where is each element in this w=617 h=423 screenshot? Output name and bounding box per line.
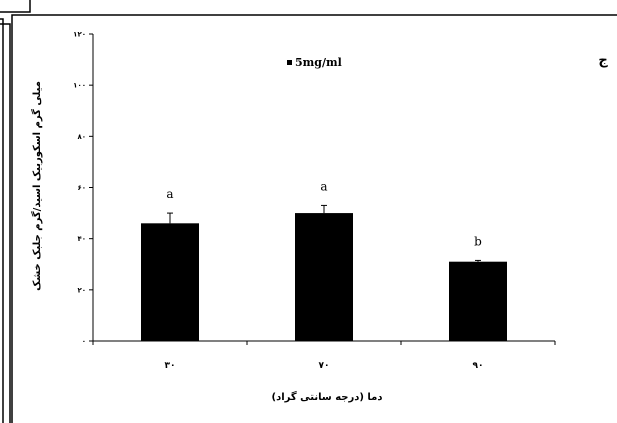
- significance-letter: a: [320, 179, 327, 193]
- x-ticks: ۳۰ ۷۰ ۹۰: [92, 341, 556, 371]
- bar: [449, 261, 507, 341]
- y-tick-label: ۴۰: [77, 235, 86, 243]
- y-ticks: ۰ ۲۰ ۴۰ ۶۰ ۸۰ ۱۰۰ ۱۲۰: [73, 31, 93, 346]
- bar: [295, 213, 353, 341]
- significance-letter: b: [474, 234, 482, 248]
- y-tick-label: ۰: [82, 338, 86, 346]
- top-left-frame-line: [0, 0, 31, 13]
- x-tick-label: ۷۰: [319, 361, 330, 371]
- left-frame-outer: [0, 18, 4, 423]
- significance-letter: a: [166, 187, 173, 201]
- y-tick-label: ۱۲۰: [73, 31, 86, 39]
- y-tick-label: ۶۰: [77, 184, 86, 192]
- y-tick-label: ۸۰: [77, 133, 86, 141]
- y-axis-label: میلی گرم اسکوربیک اسید/گرم جلبک خشک: [30, 81, 43, 291]
- y-tick-label: ۱۰۰: [73, 82, 86, 90]
- chart-frame: [11, 14, 617, 423]
- legend-label: 5mg/ml: [295, 56, 342, 69]
- legend-swatch: [287, 60, 292, 65]
- bars: [141, 213, 507, 341]
- x-axis-label: دما (درجه سانتی گراد): [272, 390, 383, 403]
- significance-letters: a a b: [166, 179, 482, 248]
- x-tick-label: ۳۰: [165, 361, 176, 371]
- left-frame-inner: [0, 23, 11, 423]
- panel-label: ج: [598, 53, 608, 68]
- x-tick-label: ۹۰: [473, 361, 484, 371]
- bar: [141, 223, 199, 341]
- error-bars: [167, 204, 481, 262]
- y-tick-label: ۲۰: [77, 286, 86, 294]
